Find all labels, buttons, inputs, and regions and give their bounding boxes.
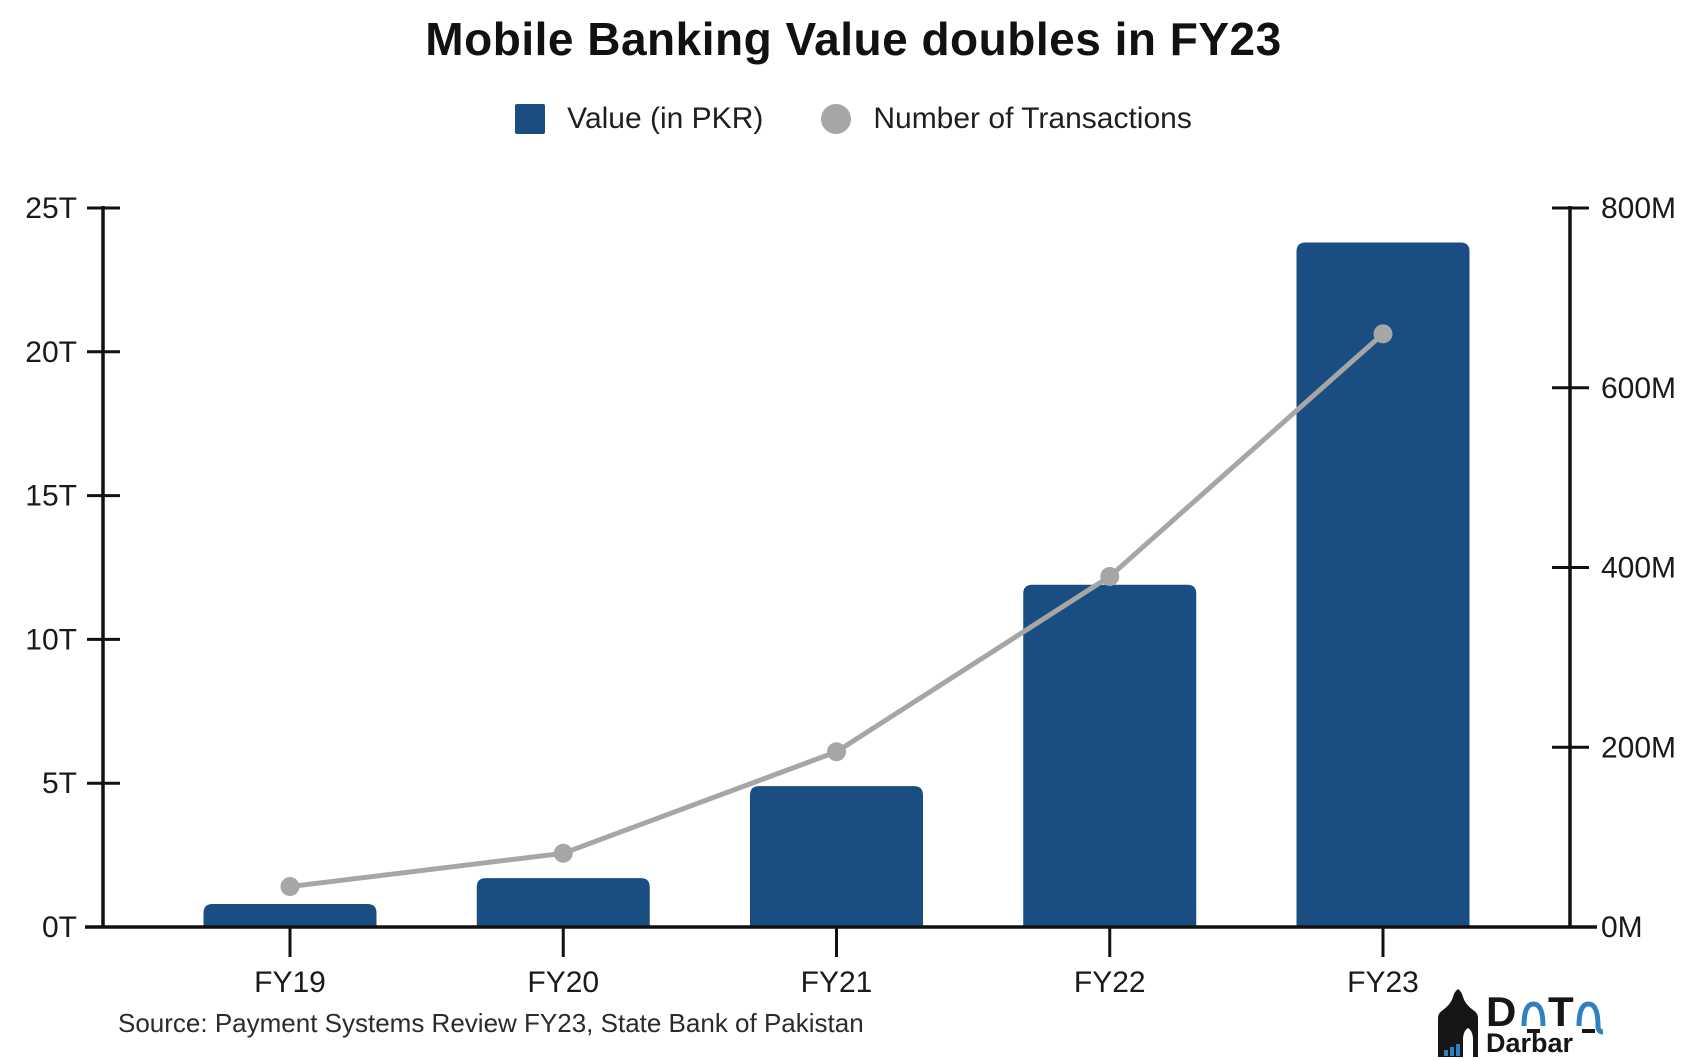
logo-word-darbar: Darbar xyxy=(1486,1028,1574,1058)
x-axis-label-FY20: FY20 xyxy=(527,966,599,999)
logo-bar-2 xyxy=(1450,1047,1454,1056)
value-bar-FY22 xyxy=(1023,584,1197,927)
right-axis-label-200M: 200M xyxy=(1601,731,1676,764)
legend-circle-marker xyxy=(821,104,852,134)
legend: Value (in PKR) Number of Transactions xyxy=(0,102,1707,136)
legend-label-value: Value (in PKR) xyxy=(567,102,764,135)
right-axis-label-600M: 600M xyxy=(1601,372,1676,405)
logo-arch-2 xyxy=(1576,1001,1604,1035)
transactions-point-FY21 xyxy=(827,742,846,762)
source-note: Source: Payment Systems Review FY23, Sta… xyxy=(118,1008,864,1038)
mosque-door xyxy=(1463,1028,1473,1057)
logo-letter-t: T xyxy=(1548,988,1574,1035)
transactions-point-FY22 xyxy=(1100,566,1120,586)
legend-square-marker xyxy=(515,104,546,134)
value-bar-FY20 xyxy=(476,878,650,927)
right-axis-label-800M: 800M xyxy=(1601,192,1676,225)
x-axis-label-FY23: FY23 xyxy=(1347,966,1419,999)
transactions-point-FY23 xyxy=(1373,324,1393,344)
right-axis-label-400M: 400M xyxy=(1601,552,1676,585)
transactions-point-FY19 xyxy=(280,877,300,897)
left-axis-label-15T: 15T xyxy=(25,480,77,513)
left-axis-label-25T: 25T xyxy=(25,192,77,225)
logo-arch-1 xyxy=(1521,1001,1546,1027)
left-axis-label-20T: 20T xyxy=(25,336,77,369)
data-darbar-logo: D T Darbar xyxy=(1436,986,1611,1061)
logo-bar-3 xyxy=(1456,1044,1460,1056)
right-axis-label-0M: 0M xyxy=(1601,911,1643,944)
left-axis-label-5T: 5T xyxy=(42,767,77,800)
value-bar-FY23 xyxy=(1296,242,1470,928)
legend-label-transactions: Number of Transactions xyxy=(873,102,1192,135)
transactions-point-FY20 xyxy=(553,843,573,863)
legend-item-value: Value (in PKR) xyxy=(515,102,763,136)
logo-letter-d: D xyxy=(1486,988,1516,1035)
left-axis-label-0T: 0T xyxy=(42,911,77,944)
chart-title: Mobile Banking Value doubles in FY23 xyxy=(425,13,1282,65)
x-axis-label-FY22: FY22 xyxy=(1074,966,1146,999)
value-bar-FY21 xyxy=(750,786,923,927)
value-bar-FY19 xyxy=(203,903,377,927)
x-axis-label-FY21: FY21 xyxy=(801,966,873,999)
x-axis-label-FY19: FY19 xyxy=(254,966,326,999)
logo-bar-1 xyxy=(1444,1050,1448,1056)
data-darbar-logo-graphic: D T Darbar xyxy=(1438,988,1604,1058)
left-axis-label-10T: 10T xyxy=(25,623,77,656)
legend-item-transactions: Number of Transactions xyxy=(821,102,1192,136)
